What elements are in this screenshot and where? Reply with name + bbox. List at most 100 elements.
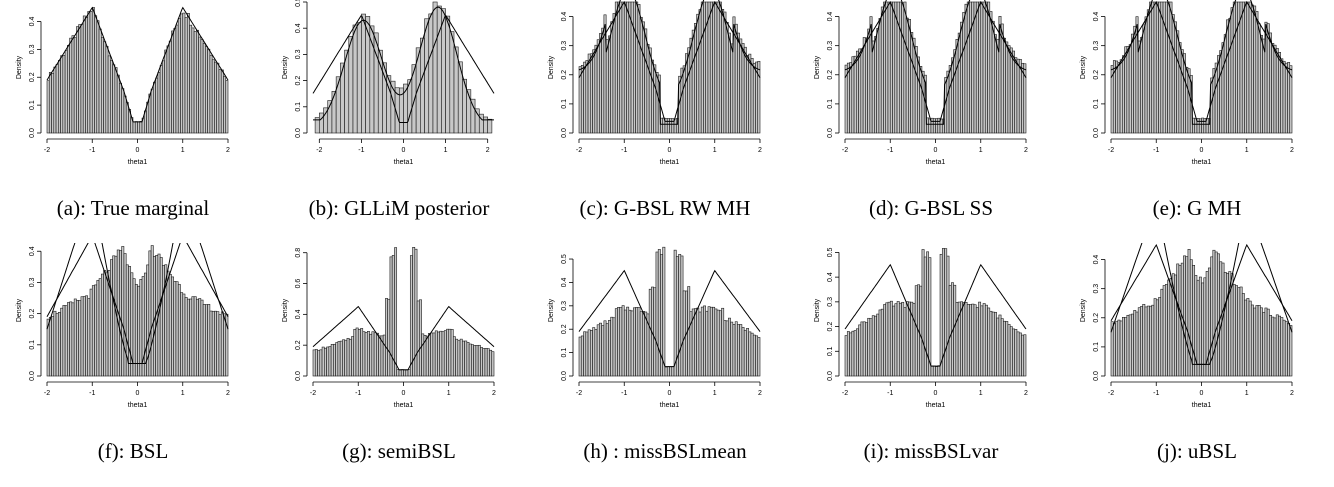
histogram-bar xyxy=(980,305,984,377)
histogram-bar xyxy=(743,46,747,134)
histogram-bar xyxy=(51,316,55,377)
histogram-bar xyxy=(973,1,977,134)
histogram-bar xyxy=(994,311,997,377)
histogram-bar xyxy=(434,330,438,377)
histogram-bar xyxy=(1250,304,1254,377)
histogram-bar xyxy=(592,49,596,134)
histogram-bar xyxy=(858,324,862,377)
histogram-bar xyxy=(330,344,334,377)
histogram-bar xyxy=(85,295,89,377)
histogram-bar xyxy=(216,311,220,377)
histogram-bar xyxy=(1115,321,1119,377)
histogram-bar xyxy=(583,61,587,134)
histogram-bar xyxy=(94,284,98,377)
histogram-bar xyxy=(207,304,211,377)
histogram-bar xyxy=(112,64,116,134)
histogram-bar xyxy=(951,57,954,134)
histogram-bar xyxy=(1174,21,1177,134)
histogram-bar xyxy=(184,17,188,134)
histogram-bar xyxy=(982,303,986,377)
histogram-bar xyxy=(874,315,877,377)
histogram-bar xyxy=(1250,4,1254,134)
histogram-bar xyxy=(610,316,614,377)
histogram-bar xyxy=(453,46,459,134)
histogram-bar xyxy=(939,253,943,377)
x-tick-label: 0 xyxy=(934,390,938,397)
x-tick-label: -2 xyxy=(310,390,316,397)
histogram-bar xyxy=(339,340,343,377)
histogram-bar xyxy=(1257,305,1261,377)
histogram-bar xyxy=(196,298,199,377)
chart-panel: -2 -1 0 1 2 theta1 0.0 0.1 0.2 0.3 0.4 Density (d): … xyxy=(798,0,1064,243)
histogram-bar xyxy=(191,27,195,134)
histogram-bar xyxy=(851,56,855,134)
histogram-bar xyxy=(137,121,141,134)
histogram-bar xyxy=(608,35,611,134)
histogram-bar xyxy=(1146,9,1150,134)
histogram-bar xyxy=(1275,48,1279,134)
histogram-bar xyxy=(473,345,477,377)
histogram-bar xyxy=(975,307,979,377)
histogram-bar xyxy=(400,369,404,377)
histogram-bar xyxy=(1021,334,1025,377)
histogram-bar xyxy=(653,64,657,134)
histogram-bar xyxy=(669,366,673,377)
histogram-bar xyxy=(583,331,587,377)
histogram-bar xyxy=(89,288,93,377)
histogram-bar xyxy=(905,17,909,134)
y-tick-label: 0.1 xyxy=(561,348,568,358)
histogram-bar xyxy=(376,332,379,377)
x-tick-label: 0 xyxy=(402,390,406,397)
y-tick-label: 0.4 xyxy=(1093,255,1100,265)
histogram-bar xyxy=(892,305,896,377)
histogram-bar xyxy=(112,255,116,377)
histogram-bar xyxy=(930,117,934,134)
y-tick-label: 0.3 xyxy=(1093,41,1100,51)
histogram-bar xyxy=(205,46,208,134)
histogram-bar xyxy=(1255,305,1259,377)
histogram-bar xyxy=(482,348,486,377)
histogram-bar xyxy=(55,313,59,377)
histogram-bar xyxy=(1140,37,1143,134)
histogram-bar xyxy=(110,60,113,134)
histogram-bar xyxy=(716,1,720,134)
histogram-bar xyxy=(984,1,988,134)
histogram-bar xyxy=(899,302,902,377)
histogram-bar xyxy=(1282,60,1286,134)
y-tick-label: 0.5 xyxy=(827,247,834,257)
histogram-bar xyxy=(1226,19,1229,134)
x-tick-label: 0 xyxy=(136,147,140,154)
histogram-bar xyxy=(975,1,979,134)
chart-panel: -2 -1 0 1 2 theta1 0.0 0.1 0.2 0.3 0.4 0.5 Density (b… xyxy=(266,0,532,243)
histogram-bar xyxy=(441,331,445,377)
histogram-bar xyxy=(450,329,454,377)
density-curve xyxy=(844,263,1027,367)
histogram-bar xyxy=(739,38,743,134)
histogram-bar xyxy=(718,310,722,377)
histogram-bar xyxy=(1260,307,1263,377)
y-tick-label: 0.4 xyxy=(827,272,834,282)
y-axis-label: Density xyxy=(548,298,555,322)
histogram-bar xyxy=(105,45,109,134)
histogram-bar xyxy=(76,300,79,377)
histogram-bar xyxy=(1260,34,1263,134)
histogram-bar xyxy=(1289,325,1293,377)
histogram-bar xyxy=(714,308,718,377)
x-tick-label: 0 xyxy=(934,147,938,154)
y-tick-label: 0.2 xyxy=(295,76,302,86)
histogram-bar xyxy=(590,53,593,134)
histogram-bar xyxy=(912,302,916,377)
histogram-bar xyxy=(648,47,652,134)
histogram-bar xyxy=(978,301,982,377)
histogram-bar xyxy=(617,1,621,134)
x-tick-label: 0 xyxy=(668,390,672,397)
histogram-bar xyxy=(1124,46,1128,134)
histogram-bar xyxy=(1196,118,1200,134)
histogram-bar xyxy=(398,369,402,377)
histogram-bar xyxy=(666,118,670,134)
histogram-bar xyxy=(953,49,957,134)
histogram-bar xyxy=(177,284,181,377)
y-tick-label: 0.4 xyxy=(295,23,302,33)
histogram-bar xyxy=(356,22,362,134)
histogram-chart: -2 -1 0 1 2 theta1 0.0 0.1 0.2 0.3 0.4 Density xyxy=(548,0,762,166)
